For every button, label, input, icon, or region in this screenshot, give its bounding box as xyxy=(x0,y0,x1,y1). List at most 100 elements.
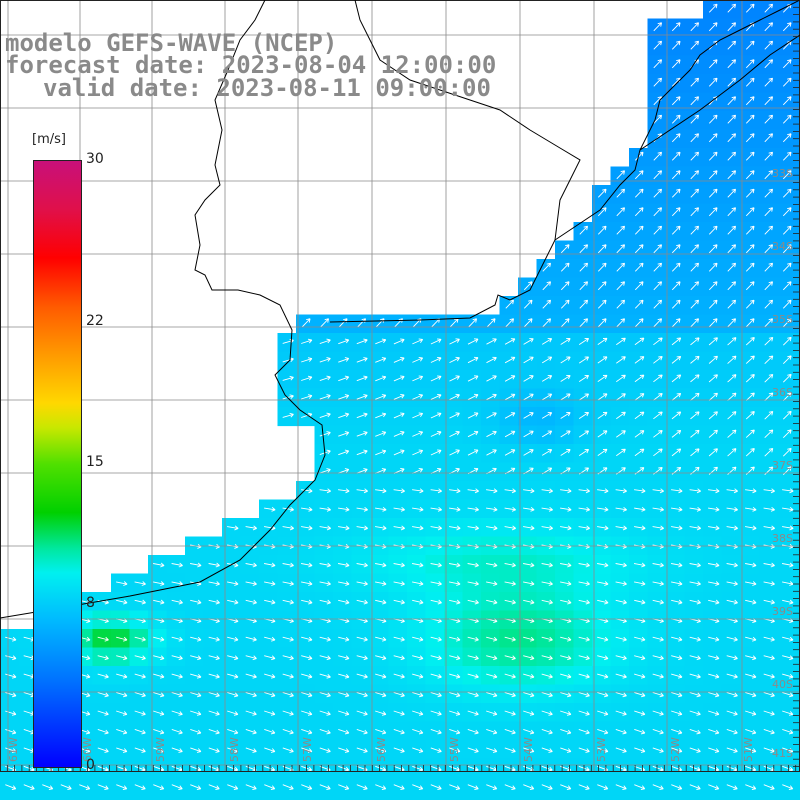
wind-vector-arrow xyxy=(116,765,128,772)
wind-vector-arrow xyxy=(412,710,424,716)
wind-vector-arrow xyxy=(541,747,553,753)
wind-vector-arrow xyxy=(338,449,350,456)
wind-vector-arrow xyxy=(301,636,313,642)
wind-vector-arrow xyxy=(653,411,663,420)
wind-vector-arrow xyxy=(338,599,350,605)
wind-vector-arrow xyxy=(708,281,718,291)
wind-vector-arrow xyxy=(782,170,792,180)
wind-cell xyxy=(795,0,800,20)
wind-vector-arrow xyxy=(764,299,774,309)
wind-vector-arrow xyxy=(616,411,626,420)
wind-vector-arrow xyxy=(356,468,368,474)
wind-vector-arrow xyxy=(615,784,627,790)
wind-vector-arrow xyxy=(708,355,718,364)
wind-cell xyxy=(795,518,800,538)
colorbar-tick-label: 30 xyxy=(86,151,104,167)
wind-vector-arrow xyxy=(541,655,553,661)
wind-vector-arrow xyxy=(282,747,294,753)
wind-vector-arrow xyxy=(726,728,738,735)
wind-vector-arrow xyxy=(190,765,202,772)
wind-vector-arrow xyxy=(690,225,700,235)
wind-vector-arrow xyxy=(412,506,424,512)
wind-vector-arrow xyxy=(690,374,700,383)
wind-vector-arrow xyxy=(634,188,644,198)
longitude-labels: 61W 60W 59W 58W 57W 56W 55W 54W 53W 52W 51W xyxy=(7,737,755,762)
wind-vector-arrow xyxy=(282,525,294,531)
wind-vector-arrow xyxy=(653,356,663,364)
wind-vector-arrow xyxy=(726,599,738,605)
wind-vector-arrow xyxy=(689,562,701,568)
wind-vector-arrow xyxy=(486,673,498,679)
wind-vector-arrow xyxy=(171,581,183,586)
wind-vector-arrow xyxy=(97,784,109,790)
wind-vector-arrow xyxy=(523,747,535,753)
wind-vector-arrow xyxy=(708,392,718,401)
wind-vector-arrow xyxy=(467,338,479,345)
wind-cell xyxy=(795,55,800,75)
wind-vector-arrow xyxy=(523,581,535,586)
wind-vector-arrow xyxy=(467,655,479,661)
wind-vector-arrow xyxy=(745,562,757,568)
latitude-labels: 33S 34S 35S 36S 37S 38S 39S 40S 41S xyxy=(772,167,793,760)
wind-vector-arrow xyxy=(412,581,424,586)
wind-vector-arrow xyxy=(412,728,424,735)
wind-vector-arrow xyxy=(671,599,683,605)
wind-vector-arrow xyxy=(504,525,516,531)
wind-vector-arrow xyxy=(615,488,627,494)
wind-vector-arrow xyxy=(430,784,442,790)
wind-vector-arrow xyxy=(449,338,460,345)
wind-vector-arrow xyxy=(301,784,313,790)
wind-vector-arrow xyxy=(541,710,553,716)
wind-vector-arrow xyxy=(338,375,350,382)
wind-cell xyxy=(795,185,800,205)
wind-vector-arrow xyxy=(393,430,405,437)
wind-cell xyxy=(795,259,800,279)
wind-vector-arrow xyxy=(375,655,387,661)
wind-vector-arrow xyxy=(338,562,350,568)
wind-vector-arrow xyxy=(560,562,572,568)
wind-vector-arrow xyxy=(726,765,738,772)
wind-vector-arrow xyxy=(652,728,664,735)
wind-vector-arrow xyxy=(634,356,645,364)
wind-vector-arrow xyxy=(634,673,646,679)
wind-vector-arrow xyxy=(727,207,737,217)
wind-vector-arrow xyxy=(708,3,718,13)
wind-vector-arrow xyxy=(652,673,664,679)
wind-vector-arrow xyxy=(245,562,257,568)
wind-vector-arrow xyxy=(505,318,515,328)
wind-vector-arrow xyxy=(356,747,368,753)
wind-vector-arrow xyxy=(282,655,294,661)
wind-vector-arrow xyxy=(282,506,294,512)
wind-vector-arrow xyxy=(708,692,720,698)
wind-vector-arrow xyxy=(671,747,683,753)
wind-vector-arrow xyxy=(708,77,718,87)
wind-vector-arrow xyxy=(708,207,718,217)
wind-vector-arrow xyxy=(541,506,553,512)
wind-vector-arrow xyxy=(726,692,738,698)
wind-vector-arrow xyxy=(190,673,202,679)
wind-vector-arrow xyxy=(616,244,626,254)
wind-vector-arrow xyxy=(5,655,17,661)
wind-vector-arrow xyxy=(653,40,663,50)
wind-vector-arrow xyxy=(375,506,387,512)
wind-vector-arrow xyxy=(301,338,313,344)
wind-vector-arrow xyxy=(338,357,350,363)
wind-vector-arrow xyxy=(319,525,331,531)
lon-label: 55W xyxy=(448,737,461,762)
wind-vector-arrow xyxy=(727,59,737,69)
wind-vector-arrow xyxy=(393,412,405,419)
wind-vector-arrow xyxy=(541,765,553,772)
wind-vector-arrow xyxy=(764,410,774,420)
wind-vector-arrow xyxy=(671,448,682,457)
wind-vector-arrow xyxy=(782,373,792,383)
wind-vector-arrow xyxy=(430,356,442,363)
wind-vector-arrow xyxy=(745,355,755,364)
wind-vector-arrow xyxy=(356,449,368,456)
wind-vector-arrow xyxy=(245,747,257,753)
wind-vector-arrow xyxy=(782,525,794,531)
wind-vector-arrow xyxy=(153,636,165,642)
wind-vector-arrow xyxy=(745,525,757,531)
wind-vector-arrow xyxy=(764,373,774,383)
wind-vector-arrow xyxy=(190,692,202,698)
wind-vector-arrow xyxy=(319,562,331,568)
